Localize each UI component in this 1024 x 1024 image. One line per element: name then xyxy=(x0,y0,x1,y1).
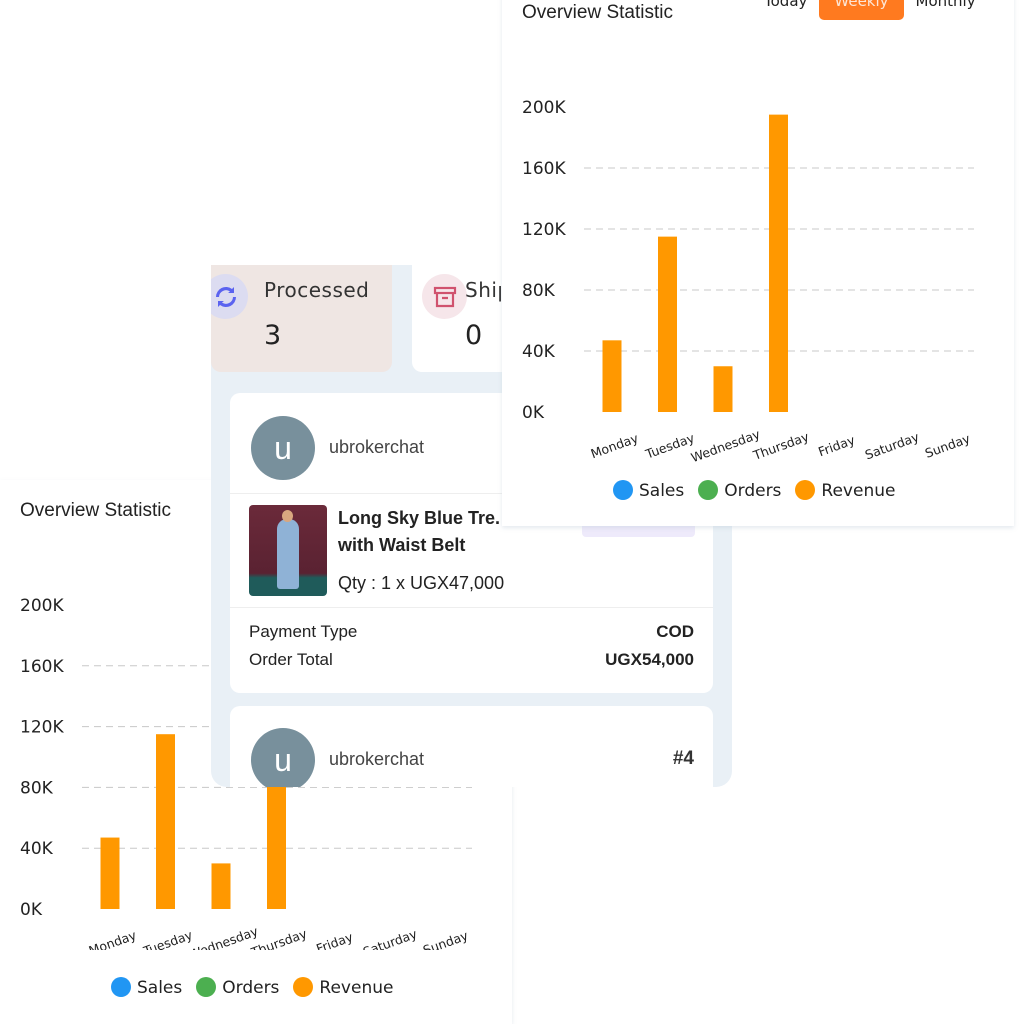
chart-legend: Sales Orders Revenue xyxy=(111,977,393,998)
product-title-line2: with Waist Belt xyxy=(338,535,466,555)
refresh-icon xyxy=(211,274,248,319)
tab-weekly[interactable]: Weekly xyxy=(819,0,904,20)
x-tick-label: Tuesday xyxy=(643,430,697,462)
x-tick-label: Friday xyxy=(816,432,857,459)
username: ubrokerchat xyxy=(329,437,425,457)
chart-title: Overview Statistic xyxy=(20,500,171,521)
tile-count: 0 xyxy=(465,320,483,351)
bar-chart: 0K 40K 80K 120K 160K 200K Monday TuesdayWednesd… xyxy=(522,98,974,465)
x-tick-label: Wednesday xyxy=(689,426,763,465)
y-tick-label: 0K xyxy=(20,900,43,920)
y-tick-label: 160K xyxy=(20,657,64,677)
order-card[interactable]: u ubrokerchat #4 xyxy=(230,706,713,787)
x-tick-label: Friday xyxy=(314,929,355,950)
y-tick-label: 80K xyxy=(522,281,556,301)
tile-processed[interactable]: Processed 3 xyxy=(211,265,392,372)
bar-revenue-monday[interactable] xyxy=(602,340,622,412)
tile-label: Shipped xyxy=(465,278,501,302)
divider xyxy=(230,607,713,608)
y-tick-label: 40K xyxy=(522,342,556,362)
avatar: u xyxy=(251,728,315,787)
order-number: #4 xyxy=(672,748,694,769)
legend-item-sales[interactable]: Sales xyxy=(613,480,684,501)
x-tick-label: Tuesday xyxy=(141,927,195,950)
x-tick-label: Monday xyxy=(87,927,139,950)
tab-monthly[interactable]: Monthly xyxy=(915,0,976,10)
product-qty: Qty : 1 x UGX47,000 xyxy=(338,573,505,593)
bar-revenue-monday[interactable] xyxy=(100,837,120,909)
legend-item-orders[interactable]: Orders xyxy=(196,977,279,998)
y-tick-label: 0K xyxy=(522,403,545,423)
order-total-label: Order Total xyxy=(249,650,333,669)
bar-revenue-wednesday[interactable] xyxy=(713,366,733,412)
divider xyxy=(230,493,713,494)
bar-revenue-tuesday[interactable] xyxy=(156,734,175,909)
legend-label: Orders xyxy=(222,978,280,998)
payment-type-value: COD xyxy=(656,622,694,641)
y-tick-label: 120K xyxy=(522,220,566,240)
payment-type-label: Payment Type xyxy=(249,622,358,641)
legend-label: Orders xyxy=(724,481,782,501)
legend-label: Revenue xyxy=(821,481,896,501)
x-tick-label: Sunday xyxy=(923,431,973,461)
archive-box-icon xyxy=(422,274,467,319)
legend-dot-icon xyxy=(795,480,816,500)
legend-label: Sales xyxy=(639,481,685,501)
y-tick-label: 120K xyxy=(20,718,64,738)
x-tick-label: Sunday xyxy=(421,928,471,950)
chart-title: Overview Statistic xyxy=(522,2,673,23)
y-tick-label: 40K xyxy=(20,839,54,859)
legend-item-orders[interactable]: Orders xyxy=(698,480,781,501)
product-image xyxy=(249,505,327,596)
y-tick-label: 200K xyxy=(522,98,566,118)
y-tick-label: 200K xyxy=(20,596,64,616)
tab-today[interactable]: Today xyxy=(764,0,808,10)
legend-dot-icon xyxy=(196,977,217,997)
chart-legend: Sales Orders Revenue xyxy=(613,480,895,501)
product-title[interactable]: Long Sky Blue Tre. xyxy=(338,508,501,528)
username: ubrokerchat xyxy=(329,749,425,769)
tile-count: 3 xyxy=(264,320,282,351)
order-total-value: UGX54,000 xyxy=(605,650,694,669)
legend-item-revenue[interactable]: Revenue xyxy=(293,977,393,998)
legend-dot-icon xyxy=(698,480,719,500)
legend-dot-icon xyxy=(293,977,314,997)
bar-revenue-tuesday[interactable] xyxy=(658,236,677,412)
legend-dot-icon xyxy=(613,480,633,500)
x-tick-label: Monday xyxy=(589,430,641,461)
bar-revenue-wednesday[interactable] xyxy=(211,863,231,909)
overview-statistic-card-top: Overview Statistic Today Weekly Monthly 0K… xyxy=(502,0,1014,526)
legend-item-sales[interactable]: Sales xyxy=(111,977,182,998)
legend-item-revenue[interactable]: Revenue xyxy=(795,480,895,501)
avatar: u xyxy=(251,416,315,480)
legend-label: Sales xyxy=(137,978,183,998)
legend-dot-icon xyxy=(111,977,131,997)
legend-label: Revenue xyxy=(319,978,394,998)
y-tick-label: 160K xyxy=(522,159,566,179)
bar-revenue-thursday[interactable] xyxy=(769,114,788,412)
y-tick-label: 80K xyxy=(20,778,54,798)
period-tabs: Today Weekly Monthly xyxy=(752,0,988,20)
x-tick-label: Saturday xyxy=(361,926,420,950)
tile-label: Processed xyxy=(264,278,370,302)
x-tick-label: Saturday xyxy=(863,429,922,463)
